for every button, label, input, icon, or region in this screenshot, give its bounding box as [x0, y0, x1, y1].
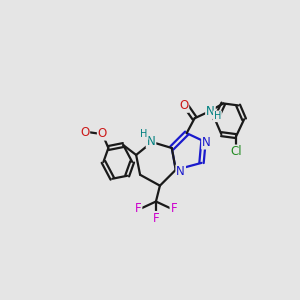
Text: N: N [206, 105, 215, 118]
Text: F: F [135, 202, 141, 215]
Text: Cl: Cl [230, 146, 242, 158]
Text: N: N [176, 165, 185, 178]
Text: F: F [153, 212, 159, 225]
Text: O: O [98, 127, 107, 140]
Text: N: N [202, 136, 211, 148]
Text: H: H [140, 129, 148, 139]
Text: F: F [170, 202, 177, 215]
Text: H: H [214, 111, 221, 121]
Text: O: O [80, 126, 89, 139]
Text: N: N [147, 135, 155, 148]
Text: O: O [179, 99, 188, 112]
